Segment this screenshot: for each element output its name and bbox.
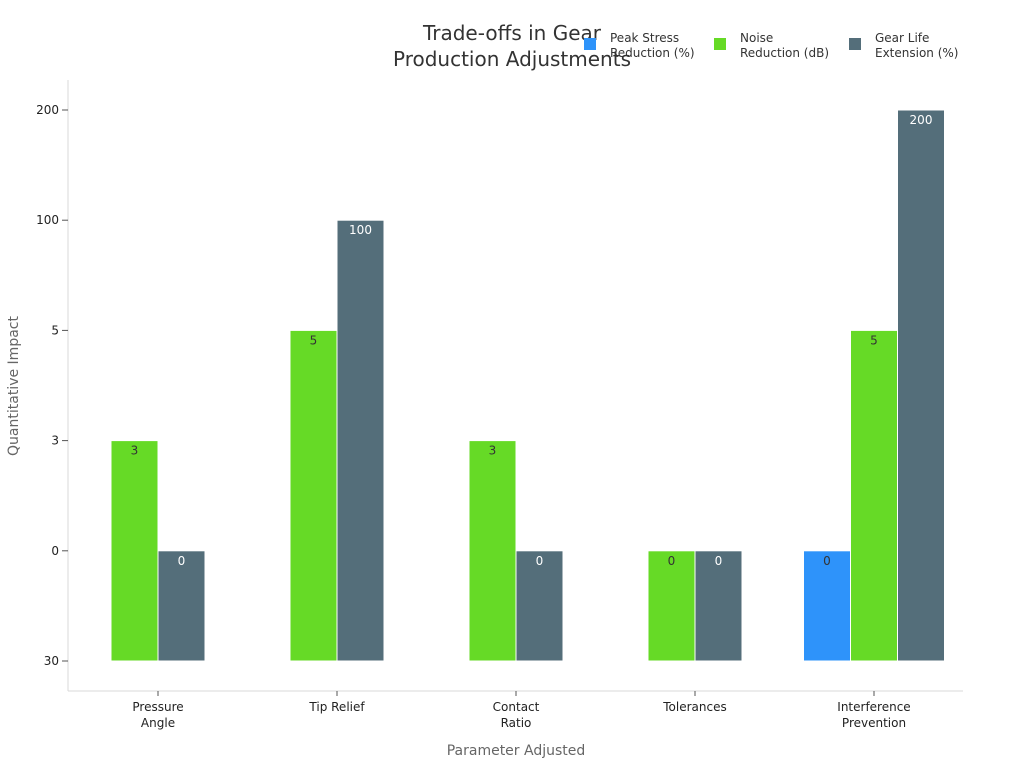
legend-label-line: Extension (%) [875,46,959,60]
chart-title-line: Production Adjustments [393,47,631,71]
x-tick-label: Interference Prevention [837,700,910,730]
y-tick-label: 100 [36,213,59,227]
legend-swatch [849,38,861,50]
x-tick-label-line: Ratio [501,716,532,730]
x-axis-title: Parameter Adjusted [447,743,586,759]
bar [289,329,338,662]
data-label: 3 [489,444,497,458]
bar [110,440,159,662]
data-label: 100 [349,223,372,237]
x-tick-label-line: Prevention [842,716,906,730]
chart-title-text: Trade-offs in Gear Production Adjustments [393,21,631,71]
legend-item: Peak Stress Reduction (%) [584,31,695,60]
x-tick-label: Tip Relief [308,700,365,714]
legend-swatch [714,38,726,50]
data-labels: 3 0 5 100 3 0 0 0 0 5 200 [131,113,933,568]
legend-swatch [584,38,596,50]
legend-label: Peak Stress Reduction (%) [610,31,695,60]
bar [515,550,564,662]
x-axis-ticks: Pressure Angle Tip Relief Contact Ratio Toler… [132,691,911,730]
legend-label-line: Peak Stress [610,31,679,45]
legend: Peak Stress Reduction (%)Noise Reduction (… [584,31,959,60]
x-tick-label-line: Contact [493,700,540,714]
x-tick-label-line: Tolerances [662,700,726,714]
bars [110,109,945,662]
bar [803,550,851,662]
legend-label-line: Gear Life [875,31,929,45]
x-tick-label-line: Angle [141,716,175,730]
x-tick-label: Tolerances [662,700,726,714]
y-tick-label: 3 [51,434,59,448]
x-tick-label-line: Pressure [132,700,183,714]
y-tick-label: 0 [51,544,59,558]
data-label: 0 [823,554,831,568]
x-tick-label: Contact Ratio [493,700,540,730]
x-tick-label: Pressure Angle [132,700,183,730]
legend-item: Noise Reduction (dB) [714,31,829,60]
chart-title: Trade-offs in Gear Production Adjustments [393,21,631,71]
data-label: 200 [910,113,933,127]
legend-label-line: Reduction (dB) [740,46,829,60]
bar [647,550,696,662]
legend-label-line: Noise [740,31,773,45]
chart-title-line: Trade-offs in Gear [422,21,602,45]
y-tick-label: 30 [44,654,59,668]
bar [468,440,517,662]
data-label: 3 [131,444,139,458]
data-label: 5 [870,333,878,347]
x-tick-label-line: Interference [837,700,910,714]
y-axis-ticks: 30 0 3 5 100 200 [36,103,68,668]
x-tick-label-line: Tip Relief [308,700,365,714]
legend-item: Gear Life Extension (%) [849,31,959,60]
legend-label: Gear Life Extension (%) [875,31,959,60]
bar [850,329,898,662]
legend-label: Noise Reduction (dB) [740,31,829,60]
y-axis-title: Quantitative Impact [6,316,22,456]
data-label: 0 [536,554,544,568]
legend-label-line: Reduction (%) [610,46,695,60]
bar [694,550,743,662]
data-label: 0 [715,554,723,568]
y-tick-label: 5 [51,323,59,337]
data-label: 5 [310,333,318,347]
bar [157,550,206,662]
bar [336,219,385,662]
data-label: 0 [668,554,676,568]
data-label: 0 [178,554,186,568]
bar [897,109,945,662]
y-tick-label: 200 [36,103,59,117]
